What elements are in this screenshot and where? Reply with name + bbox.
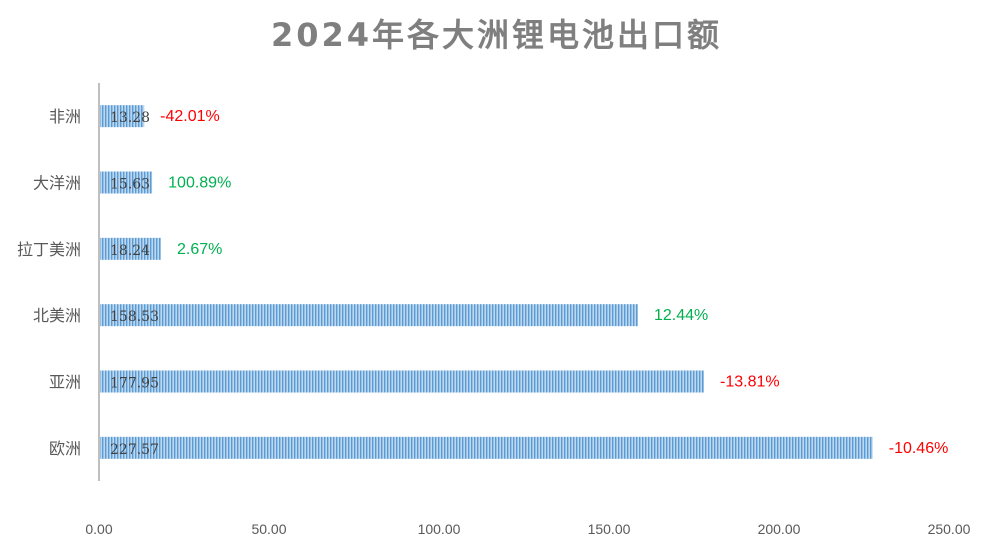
x-tick-label-6: 250.00 xyxy=(928,521,971,537)
change-annotation-3: 2.67% xyxy=(177,241,222,258)
x-tick-label-4: 150.00 xyxy=(588,521,631,537)
change-annotation-5: -13.81% xyxy=(720,374,780,391)
category-label-2: 大洋洲 xyxy=(33,174,81,193)
category-label-3: 拉丁美洲 xyxy=(17,240,81,259)
value-label-1: 13.28 xyxy=(110,110,150,126)
bar-5 xyxy=(99,370,705,393)
change-annotation-2: 100.89% xyxy=(168,175,231,192)
change-annotation-1: -42.01% xyxy=(160,108,220,125)
value-label-2: 15.63 xyxy=(110,177,150,193)
category-label-1: 非洲 xyxy=(49,107,81,126)
bar-1 xyxy=(99,105,145,128)
x-tick-label-2: 50.00 xyxy=(251,521,286,537)
value-label-6: 227.57 xyxy=(110,442,159,458)
change-annotation-6: -10.46% xyxy=(889,440,949,457)
value-label-5: 177.95 xyxy=(110,376,159,392)
bar-3 xyxy=(99,237,162,260)
category-label-6: 欧洲 xyxy=(49,439,81,458)
category-label-5: 亚洲 xyxy=(49,373,81,392)
chart-title: 2024年各大洲锂电池出口额 xyxy=(270,16,723,54)
labels-layer: 非洲 13.28 -42.01% 大洋洲 15.63 100.89% 拉丁美洲 18.24 2.… xyxy=(17,107,971,537)
x-tick-label-5: 200.00 xyxy=(758,521,801,537)
bars-layer xyxy=(99,105,873,459)
value-label-4: 158.53 xyxy=(110,309,159,325)
x-tick-label-1: 0.00 xyxy=(85,521,112,537)
category-label-4: 北美洲 xyxy=(33,306,81,325)
bar-4 xyxy=(99,304,639,327)
bar-6 xyxy=(99,436,873,459)
bar-2 xyxy=(99,171,153,194)
x-tick-label-3: 100.00 xyxy=(418,521,461,537)
change-annotation-4: 12.44% xyxy=(654,307,708,324)
value-label-3: 18.24 xyxy=(110,243,150,259)
